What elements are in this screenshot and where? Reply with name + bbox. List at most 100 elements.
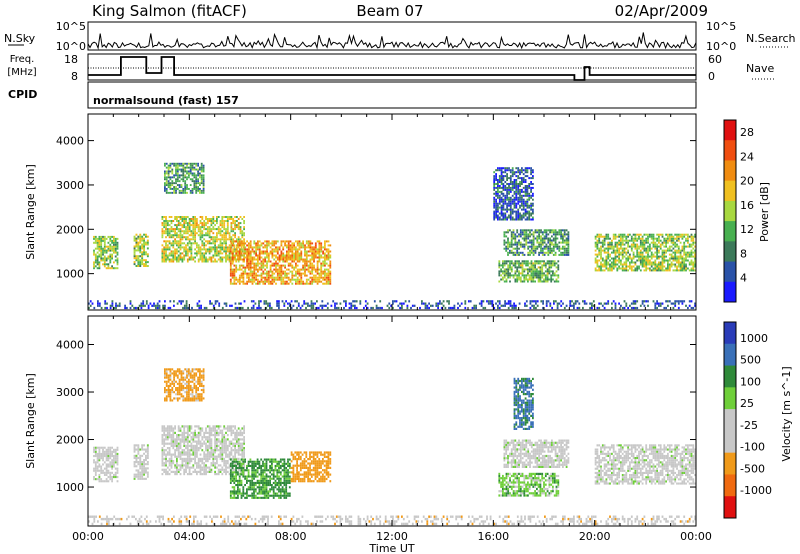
heatmap-cell — [177, 434, 180, 437]
heatmap-cell — [257, 246, 259, 249]
heatmap-cell — [663, 255, 666, 258]
heatmap-cell — [534, 245, 537, 248]
heatmap-cell — [547, 233, 550, 236]
heatmap-cell — [654, 261, 657, 264]
heatmap-cell — [208, 230, 211, 233]
heatmap-cell — [248, 256, 250, 259]
heatmap-cell — [186, 166, 188, 169]
heatmap-cell — [364, 304, 367, 307]
heatmap-cell — [203, 254, 206, 257]
heatmap-cell — [209, 300, 211, 303]
heatmap-cell — [183, 246, 186, 249]
heatmap-cell — [113, 457, 115, 460]
heatmap-cell — [89, 300, 92, 303]
heatmap-cell — [176, 232, 178, 235]
heatmap-cell — [305, 252, 308, 255]
heatmap-cell — [506, 183, 508, 185]
heatmap-cell — [516, 268, 519, 271]
heatmap-cell — [512, 231, 515, 234]
heatmap-cell — [199, 188, 201, 190]
heatmap-cell — [527, 253, 530, 256]
heatmap-cell — [242, 276, 245, 279]
heatmap-cell — [529, 229, 531, 232]
heatmap-cell — [304, 264, 306, 267]
heatmap-cell — [547, 241, 550, 244]
heatmap-cell — [177, 425, 180, 428]
heatmap-cell — [525, 276, 527, 279]
heatmap-cell — [510, 237, 513, 240]
heatmap-cell — [509, 169, 512, 172]
heatmap-cell — [243, 240, 245, 243]
heatmap-cell — [511, 208, 514, 211]
heatmap-cell — [223, 234, 226, 237]
heatmap-cell — [249, 274, 252, 277]
heatmap-cell — [525, 237, 528, 240]
heatmap-cell — [107, 245, 110, 248]
heatmap-cell — [503, 262, 506, 265]
heatmap-cell — [293, 256, 295, 259]
heatmap-cell — [453, 304, 456, 307]
heatmap-cell — [194, 242, 196, 245]
heatmap-cell — [270, 306, 273, 310]
heatmap-cell — [172, 250, 175, 253]
heatmap-cell — [225, 216, 227, 218]
heatmap-cell — [180, 189, 183, 192]
heatmap-cell — [634, 243, 637, 246]
heatmap-cell — [266, 254, 268, 257]
heatmap-cell — [523, 270, 526, 273]
heatmap-cell — [201, 260, 204, 263]
heatmap-cell — [113, 473, 115, 476]
heatmap-cell — [517, 188, 520, 191]
heatmap-cell — [163, 252, 166, 255]
heatmap-cell — [93, 469, 95, 472]
heatmap-cell — [511, 173, 514, 176]
heatmap-cell — [614, 304, 617, 307]
heatmap-cell — [174, 466, 176, 469]
heatmap-cell — [519, 218, 521, 221]
heatmap-cell — [186, 228, 189, 231]
heatmap-cell — [668, 259, 671, 262]
heatmap-cell — [502, 214, 505, 217]
heatmap-cell — [495, 210, 497, 213]
heatmap-cell — [654, 241, 657, 244]
heatmap-cell — [513, 200, 516, 203]
heatmap-cell — [645, 265, 648, 268]
heatmap-cell — [645, 259, 648, 262]
heatmap-cell — [560, 253, 562, 256]
heatmap-cell — [505, 260, 508, 263]
heatmap-cell — [656, 237, 658, 240]
heatmap-cell — [314, 268, 317, 271]
heatmap-cell — [169, 182, 172, 185]
heatmap-cell — [98, 265, 101, 268]
heatmap-cell — [225, 228, 227, 231]
heatmap-cell — [264, 276, 266, 279]
heatmap-cell — [116, 452, 119, 455]
heatmap-cell — [614, 265, 617, 268]
heatmap-cell — [500, 169, 503, 172]
heatmap-cell — [212, 304, 215, 307]
heatmap-cell — [318, 250, 321, 253]
heatmap-cell — [255, 254, 257, 257]
heatmap-cell — [179, 238, 182, 241]
heatmap-cell — [690, 245, 693, 248]
heatmap-cell — [203, 220, 206, 222]
heatmap-cell — [186, 466, 189, 469]
heatmap-cell — [532, 268, 535, 271]
heatmap-cell — [627, 259, 629, 262]
heatmap-cell — [630, 257, 633, 260]
heatmap-cell — [507, 274, 510, 277]
heatmap-cell — [607, 237, 610, 240]
heatmap-cell — [284, 282, 286, 285]
heatmap-cell — [309, 260, 312, 263]
heatmap-cell — [677, 237, 680, 240]
heatmap-cell — [519, 278, 522, 281]
heatmap-cell — [267, 270, 270, 273]
heatmap-cell — [504, 218, 507, 221]
heatmap-cell — [242, 244, 245, 247]
heatmap-cell — [196, 252, 198, 255]
heatmap-cell — [266, 250, 268, 253]
heatmap-cell — [325, 278, 328, 281]
heatmap-cell — [607, 267, 610, 270]
heatmap-cell — [641, 241, 644, 244]
heatmap-cell — [522, 202, 525, 205]
